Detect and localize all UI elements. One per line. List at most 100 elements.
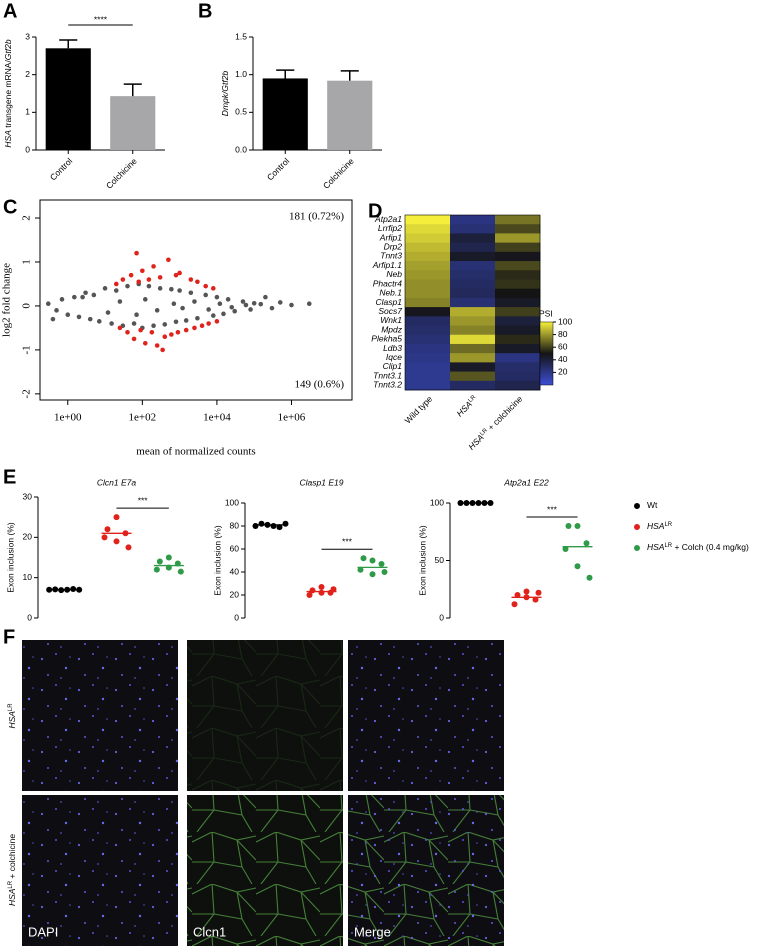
- row-label: Tnnt3.2: [373, 380, 402, 390]
- row-label: Drp2: [384, 241, 403, 251]
- row-label: Wnk1: [380, 315, 402, 325]
- membrane: [187, 640, 343, 791]
- y-tick-label: 60: [230, 543, 240, 553]
- panel-letter: B: [198, 0, 212, 22]
- point: [251, 300, 257, 306]
- point: [180, 305, 185, 311]
- label-part: + Colch (0.4 mg/kg): [672, 542, 749, 552]
- row-label: Neb.1: [379, 288, 402, 298]
- y-tick-label: 0: [439, 612, 444, 622]
- micrographs: [22, 640, 504, 946]
- nuclei: [22, 795, 178, 946]
- heatmap-cell: [495, 261, 541, 271]
- dot: [113, 514, 120, 521]
- dot: [360, 555, 367, 562]
- colorbar-tick-label: 20: [558, 367, 568, 377]
- row-label: Arfip1: [379, 232, 402, 242]
- y-tick-label: 1: [21, 259, 33, 265]
- heatmap-cell: [405, 353, 451, 363]
- heatmap-cell: [450, 362, 496, 372]
- dot: [276, 524, 283, 531]
- y-tick-label: 30: [23, 491, 33, 501]
- y-axis-label: log2 fold change: [1, 263, 13, 337]
- point: [154, 343, 160, 348]
- heatmap-cell: [495, 343, 541, 354]
- heatmap-cell: [405, 343, 451, 354]
- heatmap-cell: [450, 380, 496, 391]
- heatmap-cell: [450, 334, 496, 345]
- row-label: Clip1: [383, 361, 403, 371]
- heatmap-cell: [405, 215, 451, 225]
- point: [177, 270, 182, 276]
- significance-label: ***: [547, 504, 558, 514]
- annotation: 181 (0.72%): [289, 211, 344, 223]
- panel-letter: D: [368, 200, 382, 222]
- point: [306, 301, 312, 307]
- label-part: + colchicine: [484, 394, 525, 435]
- dot: [70, 585, 77, 592]
- heatmap-cell: [450, 288, 496, 299]
- row-label: HSALR + colchicine: [7, 834, 17, 906]
- channel-label: Merge: [354, 924, 391, 939]
- colorbar: [539, 321, 554, 386]
- y-tick-label: 20: [230, 589, 240, 599]
- heatmap-cell: [450, 307, 496, 317]
- label-part: LR: [664, 543, 672, 549]
- heatmap-cell: [405, 307, 451, 317]
- point: [125, 283, 130, 289]
- heatmap-cell: [450, 316, 496, 326]
- point: [162, 322, 168, 327]
- heatmap-cell: [405, 279, 451, 290]
- dot: [318, 583, 325, 590]
- row-label: Lrrfip2: [378, 223, 402, 233]
- point: [221, 311, 226, 317]
- row-label: Phactr4: [373, 278, 403, 288]
- dot: [565, 523, 572, 529]
- heatmap-cell: [495, 270, 541, 280]
- heatmap-cell: [450, 371, 496, 382]
- point: [195, 315, 200, 321]
- row-label: Tnnt3: [380, 251, 402, 261]
- point: [138, 327, 143, 333]
- point: [134, 312, 139, 318]
- y-tick-label: -1: [21, 345, 33, 354]
- dot: [562, 546, 569, 552]
- row-label: Mpdz: [381, 324, 403, 334]
- dot: [125, 544, 132, 551]
- x-axis-label: mean of normalized counts: [136, 446, 255, 458]
- point: [136, 279, 142, 285]
- heatmap-cell: [495, 297, 541, 308]
- y-tick-label: 0.0: [235, 144, 247, 154]
- bar: [110, 96, 156, 150]
- dot: [378, 560, 385, 567]
- point: [142, 340, 148, 346]
- heatmap-cell: [450, 325, 496, 336]
- y-tick-label: 2: [21, 215, 33, 221]
- row-label: Atp2a1: [374, 214, 402, 224]
- y-tick-label: 0: [21, 303, 33, 309]
- dot: [270, 523, 277, 529]
- heatmap-cell: [405, 380, 451, 391]
- chart-title: Clcn1 E7a: [97, 477, 136, 487]
- point: [125, 330, 130, 335]
- x-tick-label: 1e+02: [129, 412, 157, 424]
- point: [72, 294, 77, 300]
- point: [225, 297, 231, 302]
- y-axis-label: Exon inclusion (%): [212, 525, 222, 596]
- dot: [514, 592, 521, 598]
- point: [117, 299, 123, 304]
- dot: [369, 557, 376, 564]
- y-tick-label: 0: [234, 612, 239, 622]
- heatmap-cell: [450, 343, 496, 354]
- point: [214, 294, 220, 300]
- y-tick-label: 20: [23, 532, 33, 542]
- heatmap-cell: [405, 251, 451, 262]
- x-tick-label: 1e+00: [54, 412, 82, 424]
- plot-frame: [39, 199, 353, 401]
- bar: [45, 48, 91, 150]
- dot: [583, 540, 590, 547]
- label-part: + colchicine: [7, 834, 17, 881]
- point: [117, 325, 123, 331]
- point: [142, 297, 148, 302]
- dot: [535, 589, 542, 596]
